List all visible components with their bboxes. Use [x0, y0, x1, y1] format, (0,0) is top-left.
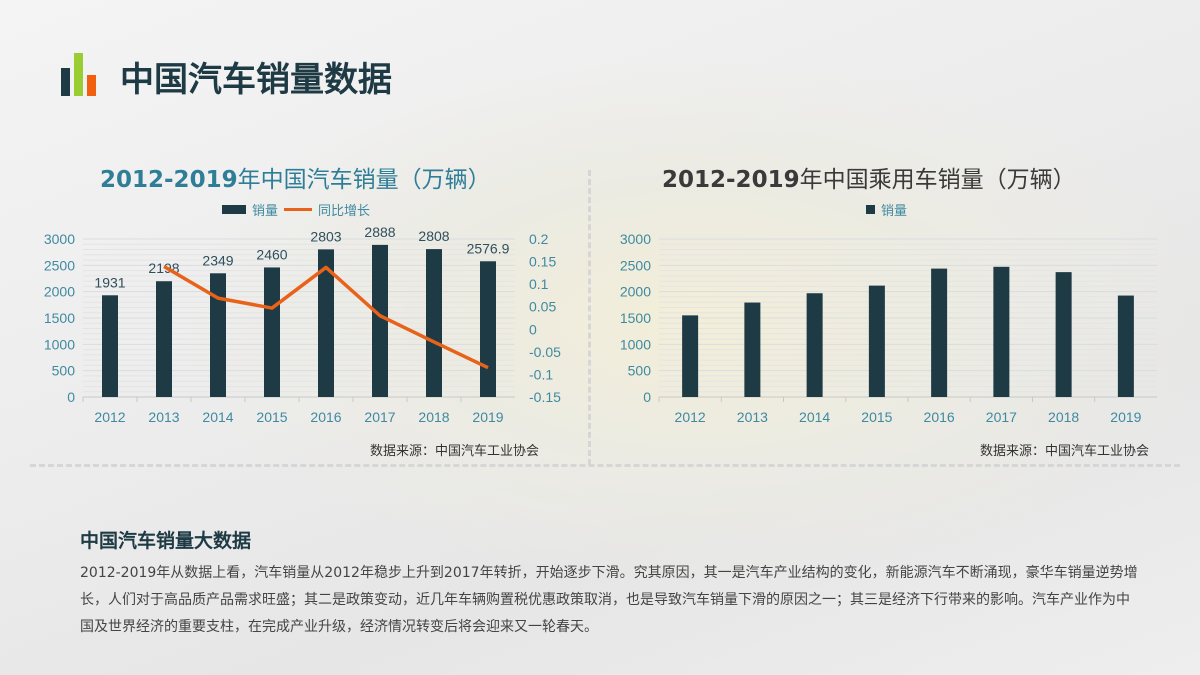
data-label: 2808 [418, 228, 449, 244]
bar [102, 295, 118, 397]
y-tick-label: 1000 [44, 336, 75, 352]
y2-tick-label: -0.1 [529, 366, 553, 382]
legend-label-sales: 销量 [252, 204, 279, 219]
bar [1055, 272, 1072, 397]
bar [1117, 295, 1134, 397]
x-tick-label: 2019 [1110, 409, 1141, 425]
legend-label-sales: 销量 [881, 204, 908, 219]
data-label: 2460 [256, 246, 287, 262]
legend-line-swatch [284, 208, 313, 211]
logo-icon [61, 53, 101, 96]
y-tick-label: 0 [643, 389, 651, 405]
data-label: 2803 [310, 228, 341, 244]
page-title: 中国汽车销量数据 [120, 60, 392, 100]
y-tick-label: 2000 [620, 284, 651, 300]
x-tick-label: 2016 [924, 409, 955, 425]
y-tick-label: 3000 [44, 231, 75, 247]
chart-title-left: 2012-2019年中国汽车销量（万辆） [100, 160, 491, 194]
y-tick-label: 1500 [620, 310, 651, 326]
chart-title-text: 年中国汽车销量（万辆） [237, 167, 491, 193]
y-tick-label: 500 [628, 363, 652, 379]
bar [806, 293, 823, 397]
x-tick-label: 2012 [675, 409, 706, 425]
data-label: 2888 [364, 224, 395, 240]
summary-heading: 中国汽车销量大数据 [80, 530, 252, 552]
source-right: 数据来源：中国汽车工业协会 [980, 444, 1150, 459]
summary-text: 2012-2019年从数据上看，汽车销量从2012年稳步上升到2017年转折，开… [80, 565, 1138, 635]
bar [682, 315, 699, 397]
x-tick-label: 2018 [418, 409, 449, 425]
y-tick-label: 0 [67, 389, 75, 405]
bar [931, 268, 948, 397]
x-tick-label: 2012 [94, 409, 125, 425]
data-label: 2576.9 [467, 240, 510, 256]
x-tick-label: 2016 [310, 409, 341, 425]
x-tick-label: 2013 [148, 409, 179, 425]
legend-left: 销量 同比增长 [222, 200, 370, 219]
bar [372, 244, 388, 397]
x-tick-label: 2017 [986, 409, 1017, 425]
chart-title-text: 年中国乘用车销量（万辆） [799, 167, 1076, 193]
chart-title-years: 2012-2019 [100, 167, 238, 193]
x-tick-label: 2014 [202, 409, 233, 425]
divider-horizontal [30, 464, 1180, 467]
y2-tick-label: 0.2 [529, 231, 549, 247]
bar [426, 249, 442, 397]
chart-right: 0 500 1000 1500 2000 2500 3000 2012 2013 2014 2015… [620, 231, 1157, 425]
legend-bar-swatch [222, 205, 246, 214]
y-tick-label: 2000 [44, 284, 75, 300]
y2-tick-label: 0 [529, 321, 537, 337]
y-tick-label: 2500 [620, 257, 651, 273]
bar [264, 267, 280, 397]
chart-title-years: 2012-2019 [662, 167, 800, 193]
x-tick-label: 2015 [256, 409, 287, 425]
y-tick-label: 1500 [44, 310, 75, 326]
y2-tick-label: 0.15 [529, 254, 556, 270]
y-tick-label: 500 [52, 363, 76, 379]
x-tick-label: 2015 [861, 409, 892, 425]
y-tick-label: 3000 [620, 231, 651, 247]
divider-vertical [588, 170, 591, 465]
bar [480, 261, 496, 397]
bar [744, 302, 761, 397]
y-tick-label: 1000 [620, 336, 651, 352]
chart-left: 0500100015002000250030002012193120132198… [44, 224, 561, 425]
bar [318, 249, 334, 397]
bar [868, 285, 885, 397]
y2-tick-label: 0.05 [529, 299, 556, 315]
legend-bar-swatch [866, 205, 875, 214]
data-label: 2349 [202, 252, 233, 268]
y2-tick-label: -0.15 [529, 389, 561, 405]
y-tick-label: 2500 [44, 257, 75, 273]
x-tick-label: 2014 [799, 409, 830, 425]
chart-title-right: 2012-2019年中国乘用车销量（万辆） [662, 160, 1076, 194]
source-left: 数据来源：中国汽车工业协会 [370, 444, 540, 459]
x-tick-label: 2017 [364, 409, 395, 425]
bar [156, 281, 172, 397]
x-tick-label: 2019 [472, 409, 503, 425]
y2-tick-label: 0.1 [529, 276, 549, 292]
y2-tick-label: -0.05 [529, 344, 561, 360]
legend-label-growth: 同比增长 [318, 204, 371, 219]
bar [993, 266, 1010, 397]
x-tick-label: 2013 [737, 409, 768, 425]
legend-right: 销量 [866, 200, 907, 219]
data-label: 1931 [94, 274, 125, 290]
bar [210, 273, 226, 397]
growth-line [163, 265, 489, 370]
x-tick-label: 2018 [1048, 409, 1079, 425]
